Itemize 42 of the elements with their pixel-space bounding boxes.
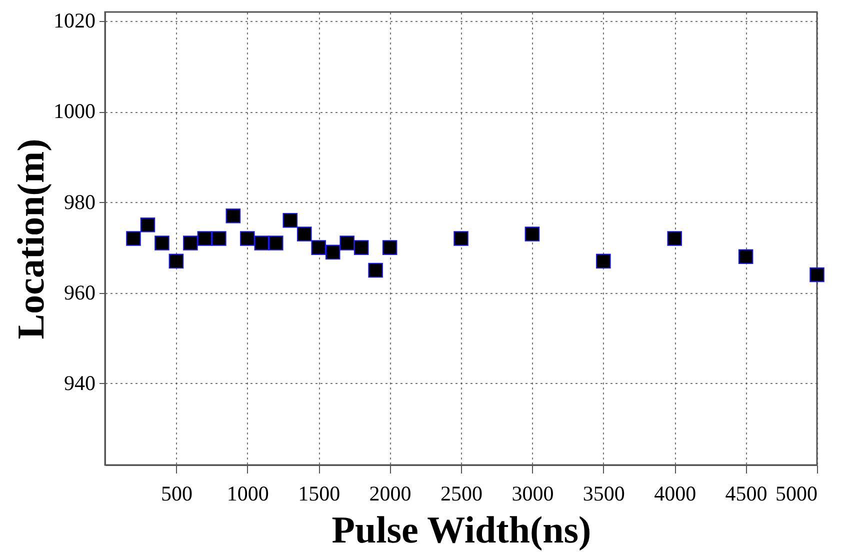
point	[282, 212, 298, 228]
point	[325, 244, 340, 260]
point	[140, 218, 156, 232]
y-axis-title: Location(m)	[10, 138, 52, 340]
point	[596, 254, 611, 269]
point	[240, 231, 255, 246]
point	[382, 240, 398, 255]
point	[126, 231, 141, 246]
x-tick-label: 2000	[369, 482, 412, 506]
x-tick-label: 500	[160, 482, 192, 506]
x-tick-label: 3000	[512, 482, 554, 506]
point	[154, 236, 170, 250]
point	[524, 226, 540, 242]
y-tick-label: 980	[64, 190, 96, 214]
x-tick-label: 2500	[440, 482, 482, 506]
y-tick-label: 1020	[54, 8, 96, 33]
point	[354, 240, 369, 255]
point	[667, 231, 682, 246]
x-tick-label: 1500	[298, 482, 340, 506]
y-tick-label: 1000	[54, 99, 96, 124]
y-tick-label: 940	[64, 370, 96, 395]
x-tick-label: 1000	[226, 482, 269, 506]
point	[340, 236, 354, 250]
y-tick-label: 960	[64, 280, 96, 304]
point	[212, 231, 226, 246]
x-tick-label: 3500	[582, 482, 625, 506]
point	[197, 231, 212, 246]
x-tick-label: 4000	[654, 482, 696, 506]
point	[368, 262, 383, 278]
point	[268, 236, 284, 250]
point	[254, 236, 270, 250]
x-axis-title: Pulse Width(ns)	[332, 510, 592, 552]
point	[168, 254, 184, 269]
point	[296, 226, 312, 242]
point	[738, 249, 754, 264]
point	[183, 236, 198, 250]
point	[810, 267, 824, 282]
point	[311, 240, 326, 255]
point	[454, 231, 468, 246]
x-tick-label: 5000	[776, 482, 818, 506]
point	[226, 208, 241, 224]
x-tick-label: 4500	[725, 482, 768, 506]
